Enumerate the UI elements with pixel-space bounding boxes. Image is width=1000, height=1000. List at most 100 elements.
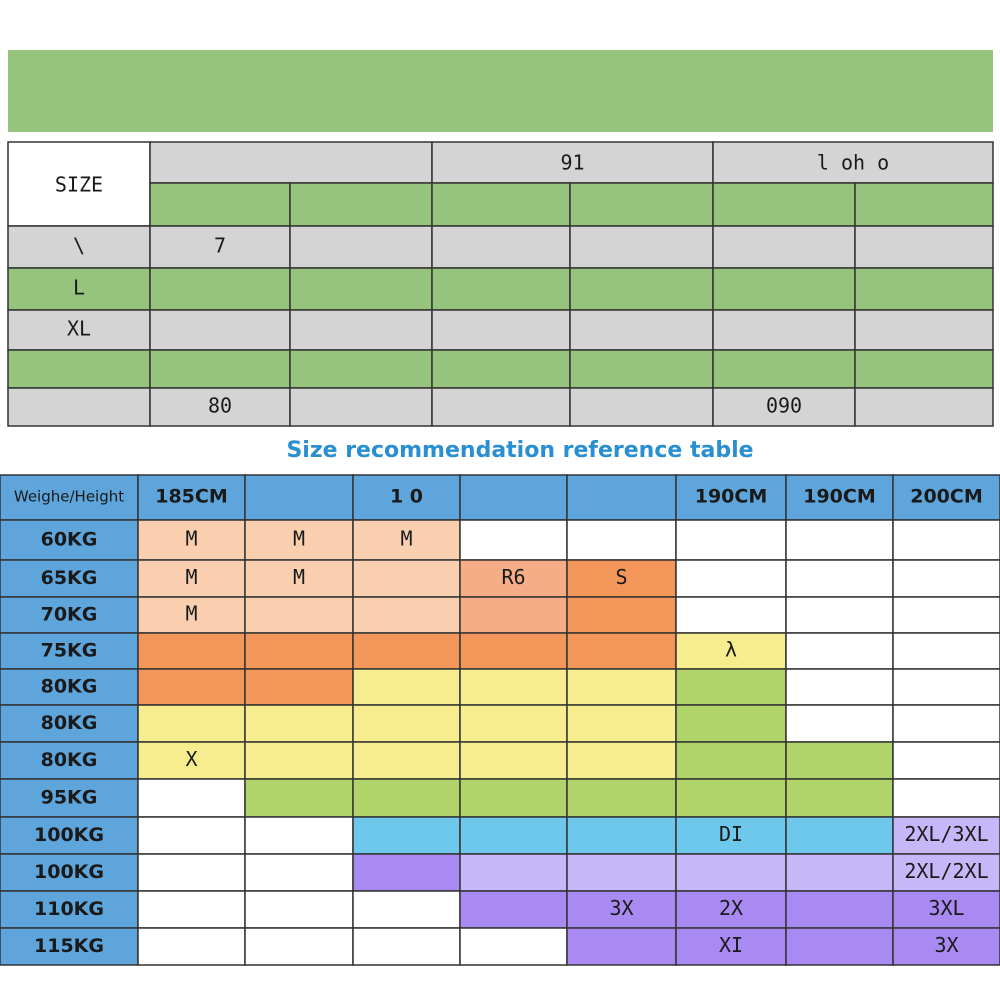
cell <box>854 225 994 269</box>
cell-text: M <box>185 527 197 551</box>
cell <box>459 596 568 634</box>
cell <box>244 596 354 634</box>
cell <box>352 853 461 892</box>
cell <box>785 890 894 929</box>
cell <box>785 853 894 892</box>
cell <box>137 853 246 892</box>
cell-text: XI <box>719 933 743 957</box>
cell-text: 80 <box>208 394 232 418</box>
cell <box>289 182 433 227</box>
cell <box>352 927 461 966</box>
cell <box>289 387 433 427</box>
cell <box>459 474 568 521</box>
cell-text: 090 <box>766 394 802 418</box>
cell <box>431 349 571 389</box>
cell-text: 80KG <box>41 749 98 771</box>
cell <box>289 349 433 389</box>
cell-text: λ <box>725 638 737 662</box>
cell-text: M <box>400 527 412 551</box>
cell <box>137 890 246 929</box>
cell <box>569 267 714 311</box>
cell <box>854 387 994 427</box>
cell <box>785 519 894 561</box>
cell-text: R6 <box>501 565 525 589</box>
cell <box>675 890 787 929</box>
cell <box>854 309 994 351</box>
cell <box>854 182 994 227</box>
cell <box>459 778 568 818</box>
cell <box>712 141 994 184</box>
cell <box>785 816 894 855</box>
cell <box>566 704 677 743</box>
cell <box>566 853 677 892</box>
cell <box>137 474 246 521</box>
cell-text: 80KG <box>41 676 98 698</box>
cell <box>431 225 571 269</box>
cell-text: 7 <box>214 234 226 258</box>
cell <box>0 741 139 780</box>
table-title: Size recommendation reference table <box>286 438 753 463</box>
cell <box>149 182 291 227</box>
cell <box>675 559 787 598</box>
cell-text: 100KG <box>34 824 104 846</box>
cell <box>459 927 568 966</box>
cell <box>352 632 461 670</box>
cell <box>352 816 461 855</box>
cell-text: S <box>615 565 627 589</box>
cell <box>892 632 1000 670</box>
cell <box>892 596 1000 634</box>
banner <box>8 50 993 132</box>
cell-text: 2XL/2XL <box>904 859 988 883</box>
cell <box>7 387 151 427</box>
cell-text: 3X <box>609 896 633 920</box>
cell <box>431 309 571 351</box>
cell <box>675 853 787 892</box>
cell <box>0 778 139 818</box>
cell <box>0 927 139 966</box>
cell <box>459 853 568 892</box>
cell <box>712 349 856 389</box>
cell <box>244 704 354 743</box>
cell <box>675 474 787 521</box>
cell <box>0 559 139 598</box>
cell <box>137 741 246 780</box>
cell <box>352 741 461 780</box>
cell <box>431 141 714 184</box>
cell-text: SIZE <box>55 173 103 197</box>
cell <box>244 632 354 670</box>
cell <box>566 474 677 521</box>
cell <box>7 267 151 311</box>
cell <box>892 668 1000 706</box>
cell <box>675 519 787 561</box>
cell <box>675 704 787 743</box>
cell <box>244 853 354 892</box>
cell <box>459 816 568 855</box>
cell <box>712 309 856 351</box>
cell <box>566 927 677 966</box>
cell <box>675 778 787 818</box>
cell <box>431 267 571 311</box>
cell-text: \ <box>73 234 85 258</box>
cell <box>569 309 714 351</box>
cell-text: M <box>185 602 197 626</box>
cell <box>7 349 151 389</box>
cell <box>244 927 354 966</box>
cell <box>854 267 994 311</box>
cell <box>244 778 354 818</box>
cell <box>785 668 894 706</box>
cell <box>569 349 714 389</box>
cell <box>352 559 461 598</box>
cell <box>785 927 894 966</box>
cell <box>137 704 246 743</box>
cell-text: 2XL/3XL <box>904 822 988 846</box>
cell-text: 91 <box>560 151 584 175</box>
cell <box>712 225 856 269</box>
cell <box>7 141 151 227</box>
cell-text: l oh o <box>817 151 889 175</box>
cell <box>289 225 433 269</box>
cell <box>566 816 677 855</box>
cell <box>566 596 677 634</box>
cell-text: XL <box>67 317 91 341</box>
cell <box>712 267 856 311</box>
cell <box>459 668 568 706</box>
